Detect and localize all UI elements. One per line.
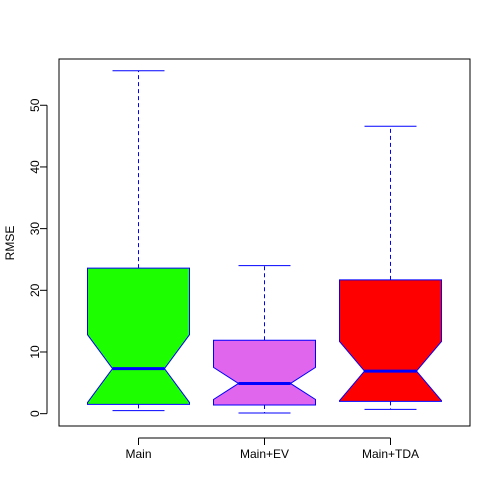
plot-frame	[58, 58, 471, 427]
y-tick-label: 20	[28, 283, 42, 297]
x-tick-label: Main	[125, 447, 151, 461]
x-tick-label: Main+EV	[240, 447, 289, 461]
notched-box	[339, 279, 442, 402]
box-group	[339, 125, 442, 410]
y-tick-label: 50	[28, 98, 42, 112]
x-axis: Main Main+EV Main+TDA	[125, 437, 419, 461]
y-axis: 0 10 20 30 40 50	[28, 98, 48, 417]
y-tick-label: 30	[28, 222, 42, 236]
boxes-layer	[87, 70, 442, 414]
y-tick-label: 0	[28, 410, 42, 417]
box-group	[213, 265, 316, 414]
y-axis-label: RMSE	[3, 226, 17, 261]
x-tick-label: Main+TDA	[362, 447, 419, 461]
y-tick-label: 40	[28, 160, 42, 174]
notched-box	[213, 339, 316, 406]
box-group	[87, 70, 190, 412]
y-tick-label: 10	[28, 345, 42, 359]
notched-box	[87, 267, 190, 405]
